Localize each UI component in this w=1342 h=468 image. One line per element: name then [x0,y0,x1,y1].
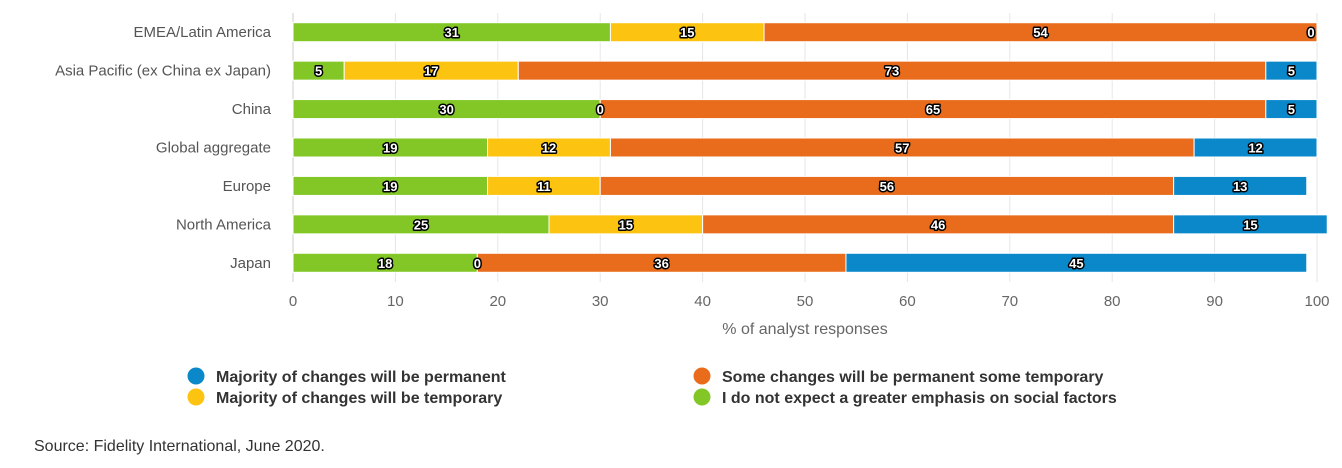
bar-segment [1193,137,1318,158]
legend-swatch [693,367,711,385]
category-label: North America [176,216,272,233]
bar-segment [763,22,1318,43]
legend-label: Majority of changes will be temporary [216,390,502,407]
bar-segment [845,252,1308,273]
bar-segment [1173,214,1328,235]
data-label: 57 [895,141,909,156]
category-labels: EMEA/Latin America Asia Pacific (ex China… [55,24,272,272]
data-label: 5 [315,64,322,79]
bar-segment [1265,99,1318,120]
data-label: 15 [680,25,694,40]
category-label: Global aggregate [156,140,271,157]
x-tick-label: 60 [899,293,916,310]
data-label: 11 [537,179,551,194]
source-note: Source: Fidelity International, June 202… [34,438,325,455]
data-label: 0 [597,102,604,117]
legend-label: I do not expect a greater emphasis on so… [722,390,1117,407]
bars [292,22,1328,273]
data-label: 15 [1243,217,1257,232]
data-label: 5 [1288,64,1295,79]
x-tick-label: 40 [694,293,711,310]
category-label: Japan [230,255,271,272]
bar-segment [1265,60,1318,81]
category-label: China [232,101,272,118]
x-tick-label: 0 [289,293,297,310]
x-axis-title: % of analyst responses [722,321,887,338]
legend: Majority of changes will be permanent Som… [187,367,1117,407]
data-label: 54 [1033,25,1048,40]
data-label: 30 [439,102,453,117]
data-label: 46 [931,217,945,232]
data-label: 5 [1288,102,1295,117]
data-label: 73 [885,64,899,79]
data-label: 13 [1233,179,1247,194]
data-label: 65 [926,102,940,117]
x-tick-label: 20 [489,293,506,310]
data-label: 25 [414,217,428,232]
x-tick-labels: 0 10 20 30 40 50 60 70 80 90 100 [289,293,1330,310]
x-tick-label: 100 [1304,293,1329,310]
legend-label: Majority of changes will be permanent [216,369,507,386]
data-label: 18 [378,256,392,271]
x-tick-label: 80 [1104,293,1121,310]
data-label: 56 [880,179,894,194]
x-tick-label: 50 [797,293,814,310]
data-label: 31 [444,25,458,40]
legend-swatch [693,388,711,406]
data-label: 12 [1248,141,1262,156]
data-label: 45 [1069,256,1083,271]
data-label: 12 [542,141,556,156]
data-labels: 31 15 54 0 5 17 73 5 30 0 65 5 19 12 57 12 19 11 56 13 25 15 4… [313,24,1316,273]
category-label: EMEA/Latin America [133,24,271,41]
data-label: 15 [619,217,633,232]
category-label: Asia Pacific (ex China ex Japan) [55,63,271,80]
x-tick-label: 10 [387,293,404,310]
legend-swatch [187,388,205,406]
x-tick-label: 90 [1206,293,1223,310]
data-label: 17 [424,64,438,79]
bar-segment [1173,175,1308,196]
data-label: 36 [654,256,668,271]
legend-label: Some changes will be permanent some temp… [722,369,1104,386]
data-label: 19 [383,141,397,156]
data-label: 19 [383,179,397,194]
category-label: Europe [223,178,271,195]
data-label: 0 [474,256,481,271]
x-tick-label: 30 [592,293,609,310]
stacked-bar-chart: EMEA/Latin America Asia Pacific (ex China… [55,13,1330,407]
legend-swatch [187,367,205,385]
x-tick-label: 70 [1001,293,1018,310]
data-label: 0 [1307,25,1314,40]
